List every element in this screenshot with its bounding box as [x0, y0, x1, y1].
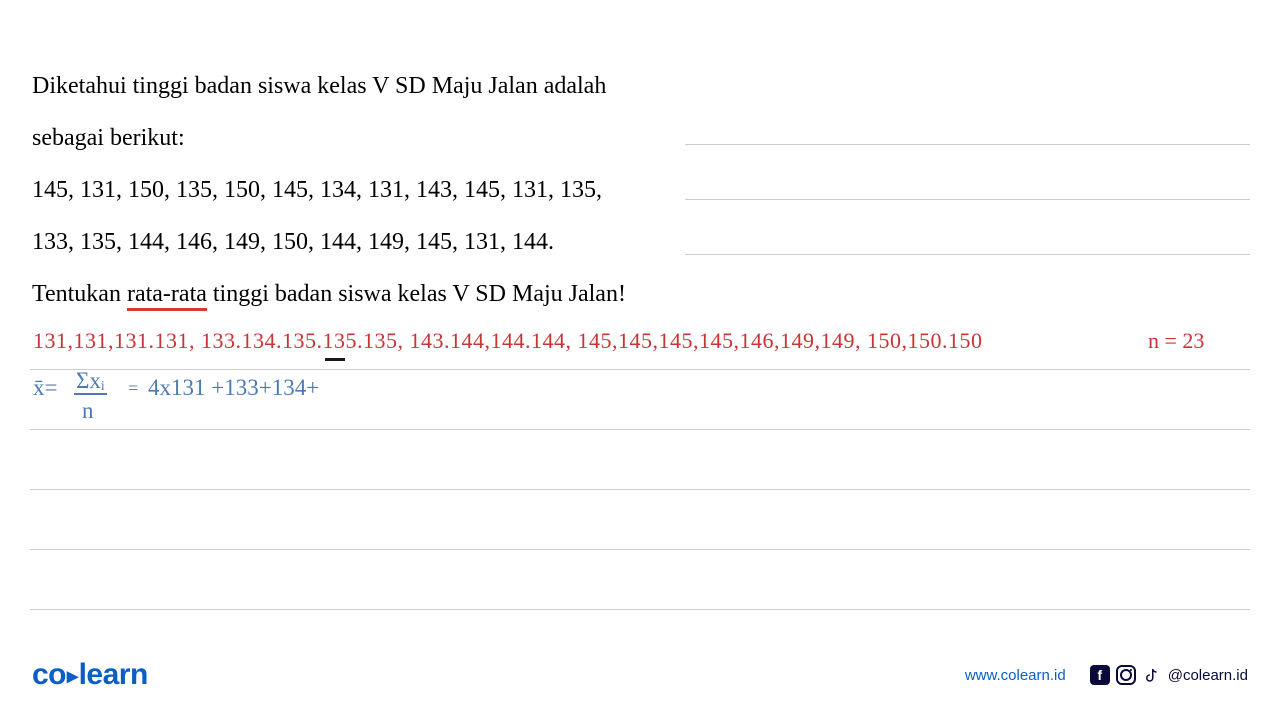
handwritten-equals: =: [128, 378, 138, 399]
ruled-lines: [30, 310, 1250, 610]
side-ruled-lines: [685, 90, 1250, 255]
handwritten-sorted-data: 131,131,131.131, 133.134.135.135.135, 14…: [33, 328, 983, 354]
handwritten-n-count: n = 23: [1148, 328, 1204, 354]
question-suffix: tinggi badan siswa kelas V SD Maju Jalan…: [207, 281, 626, 307]
social-links: f @colearn.id: [1090, 665, 1248, 685]
handwritten-n-denom: n: [82, 398, 94, 424]
instagram-icon: [1116, 665, 1136, 685]
logo-learn: learn: [79, 658, 148, 691]
tiktok-icon: [1142, 665, 1162, 685]
underline-mark: [325, 358, 345, 361]
question-underlined: rata-rata: [127, 281, 207, 311]
footer: co▸learn www.colearn.id f @colearn.id: [32, 658, 1248, 692]
website-url: www.colearn.id: [965, 667, 1066, 684]
footer-right: www.colearn.id f @colearn.id: [965, 665, 1248, 685]
logo-dot-icon: ▸: [67, 663, 78, 688]
logo: co▸learn: [32, 658, 148, 692]
facebook-icon: f: [1090, 665, 1110, 685]
handwritten-expansion: 4x131 +133+134+: [148, 375, 319, 401]
social-handle: @colearn.id: [1168, 667, 1248, 684]
handwritten-xbar: x̄=: [33, 375, 57, 401]
handwritten-sigma: Σxᵢ: [74, 368, 107, 394]
question-prefix: Tentukan: [32, 281, 127, 307]
logo-co: co: [32, 658, 66, 691]
